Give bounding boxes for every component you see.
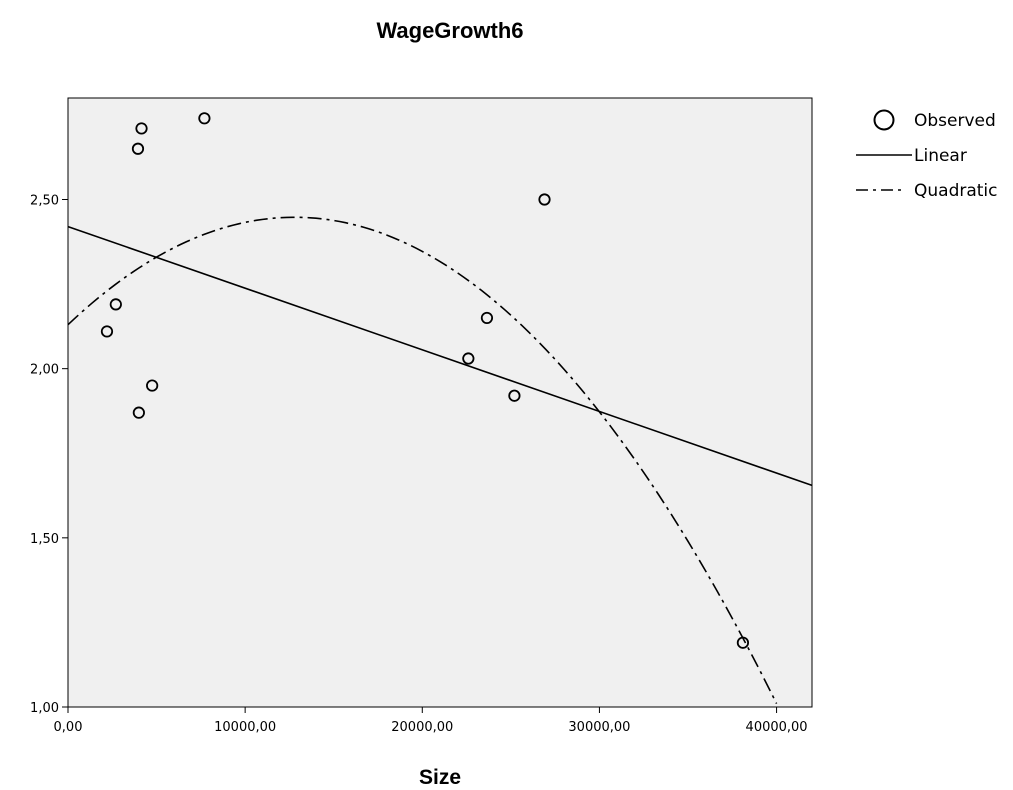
linear-fit-line xyxy=(67,225,813,487)
legend-label: Observed xyxy=(914,111,996,131)
observed-point xyxy=(736,636,750,649)
observed-point xyxy=(135,122,148,135)
observed-point xyxy=(109,298,122,311)
x-axis-title: Size xyxy=(419,766,461,789)
x-tick-label: 30000,00 xyxy=(568,720,630,735)
legend-label: Linear xyxy=(914,146,967,166)
y-tick-label: 2,50 xyxy=(30,194,59,209)
observed-point xyxy=(508,389,521,402)
x-tick-label: 0,00 xyxy=(54,720,83,735)
y-tick-label: 1,00 xyxy=(30,701,59,716)
fit-lines xyxy=(67,216,813,704)
observed-point xyxy=(146,379,159,392)
chart-title: WageGrowth6 xyxy=(376,18,523,43)
observed-point xyxy=(132,406,145,419)
x-tick-label: 40000,00 xyxy=(746,720,808,735)
x-tick-label: 20000,00 xyxy=(391,720,453,735)
y-tick-label: 1,50 xyxy=(30,532,59,547)
observed-point xyxy=(462,352,475,365)
quadratic-fit-line xyxy=(67,216,778,704)
observed-points xyxy=(100,112,750,649)
observed-point xyxy=(480,311,494,325)
axes: 0,00 10000,00 20000,00 30000,00 40000,00 1,00… xyxy=(30,194,808,736)
y-tick-label: 2,00 xyxy=(30,363,59,378)
plot-area xyxy=(67,97,813,708)
legend-label: Quadratic xyxy=(914,181,998,201)
observed-point xyxy=(198,112,211,125)
observed-point xyxy=(538,193,551,206)
legend: Observed Linear Quadratic xyxy=(856,109,998,201)
x-tick-label: 10000,00 xyxy=(214,720,276,735)
observed-point xyxy=(131,142,145,155)
legend-observed-marker xyxy=(873,109,895,131)
observed-point xyxy=(100,325,114,338)
